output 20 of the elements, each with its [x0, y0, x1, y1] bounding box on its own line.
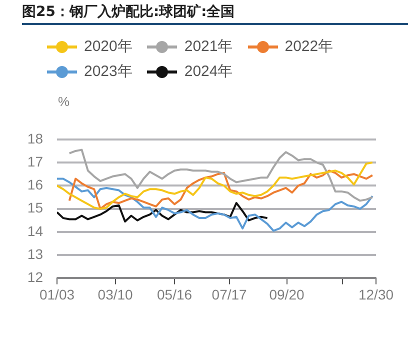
- x-tick-label: 12/30: [358, 286, 394, 302]
- y-tick-label: 12: [27, 269, 44, 286]
- legend-label: 2023年: [84, 62, 132, 81]
- legend-label: 2024年: [184, 62, 233, 81]
- x-tick-label: 05/16: [157, 286, 192, 302]
- y-tick-label: 17: [27, 153, 44, 170]
- legend-label: 2020年: [84, 37, 132, 56]
- x-tick-label: 01/03: [39, 286, 75, 302]
- y-tick-label: 18: [27, 130, 44, 146]
- y-tick-label: 16: [27, 176, 44, 193]
- x-tick-label: 07/17: [212, 286, 248, 302]
- x-tick-label: 03/10: [98, 286, 134, 302]
- chart-title: 图25：钢厂入炉配比:球团矿:全国: [22, 0, 408, 25]
- legend-label: 2022年: [284, 37, 334, 56]
- x-tick-label: 09/20: [269, 286, 304, 302]
- legend-label: 2021年: [184, 37, 233, 56]
- y-tick-label: 13: [27, 246, 44, 262]
- y-tick-label: 15: [27, 200, 44, 216]
- y-tick-label: 14: [27, 222, 44, 239]
- y-axis-title: %: [58, 94, 70, 109]
